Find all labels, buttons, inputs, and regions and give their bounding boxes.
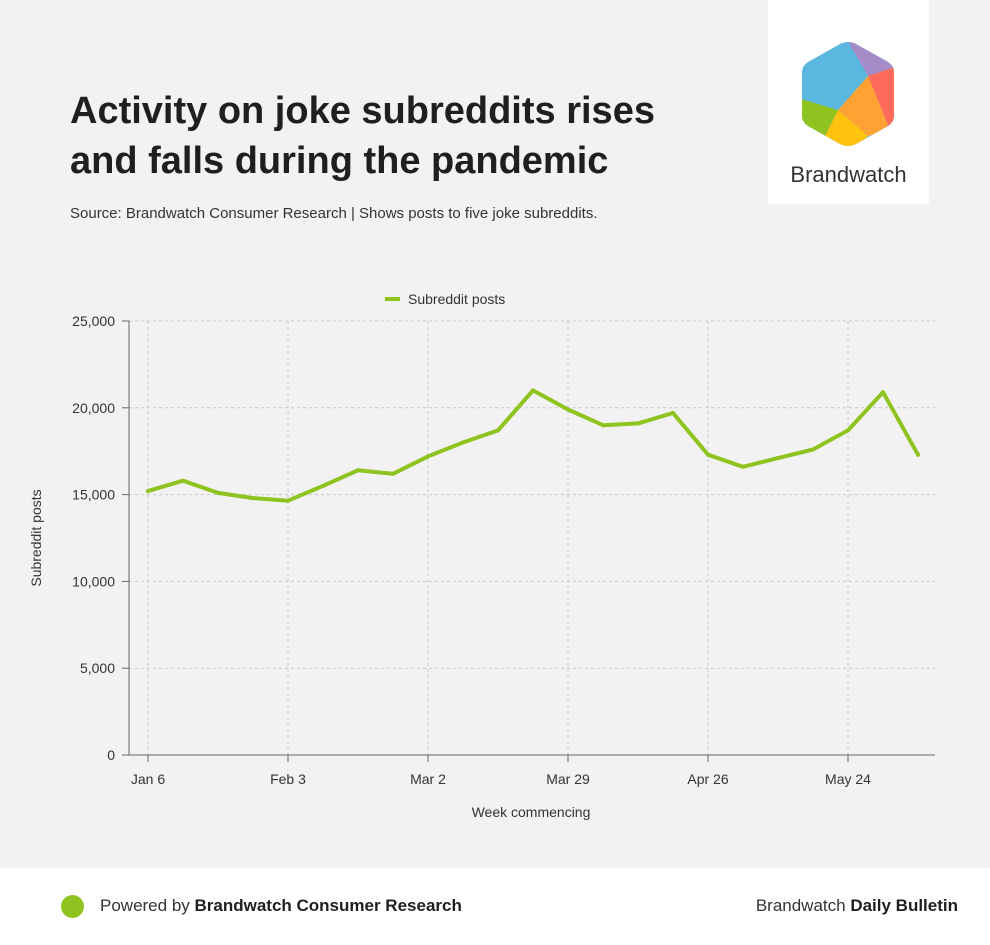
data-point (671, 411, 675, 415)
data-point (461, 440, 465, 445)
data-point (601, 423, 605, 428)
x-tick-label: Apr 26 (687, 771, 728, 787)
x-tick-label: Feb 3 (270, 771, 306, 787)
data-point (146, 489, 150, 494)
y-tick-label: 25,000 (72, 313, 115, 329)
brandwatch-logo-card: Brandwatch (768, 0, 929, 204)
y-axis-label: Subreddit posts (28, 489, 44, 586)
footer-powered-prefix: Powered by (100, 896, 195, 915)
brandwatch-logo-text: Brandwatch (790, 162, 907, 187)
data-point (216, 490, 220, 495)
data-point (286, 498, 290, 503)
data-point (251, 496, 255, 501)
data-point (916, 452, 920, 457)
y-tick-label: 15,000 (72, 487, 115, 503)
data-point (321, 483, 325, 488)
y-tick-label: 20,000 (72, 400, 115, 416)
x-tick-label: Jan 6 (131, 771, 165, 787)
chart-title: Activity on joke subreddits rises and fa… (70, 90, 655, 182)
footer-powered-brand: Brandwatch Consumer Research (194, 896, 462, 915)
data-point (391, 471, 395, 476)
data-point (566, 407, 570, 412)
footer-powered-by: Powered by Brandwatch Consumer Research (100, 896, 462, 916)
footer: Powered by Brandwatch Consumer Research … (0, 868, 990, 945)
chart-subtitle: Source: Brandwatch Consumer Research | S… (70, 205, 598, 222)
data-point (881, 390, 885, 395)
footer-bulletin: Brandwatch Daily Bulletin (756, 896, 958, 916)
x-tick-label: Mar 29 (546, 771, 590, 787)
footer-bulletin-prefix: Brandwatch (755, 896, 851, 915)
data-point (776, 456, 780, 461)
legend-label: Subreddit posts (408, 291, 505, 307)
y-tick-label: 5,000 (80, 660, 115, 676)
data-point (706, 452, 710, 457)
x-tick-label: Mar 2 (410, 771, 446, 787)
series-line-subreddit-posts (146, 388, 920, 503)
line-chart: 0 5,000 10,000 15,000 20,000 25,000 Jan 6 Feb 3… (28, 291, 935, 820)
data-point (846, 428, 850, 433)
footer-green-dot-icon (61, 895, 84, 918)
footer-bulletin-name: Daily Bulletin (850, 896, 958, 915)
data-point (356, 468, 360, 473)
data-point (811, 447, 815, 452)
data-point (531, 388, 535, 393)
data-point (496, 428, 500, 433)
y-tick-label: 10,000 (72, 573, 115, 589)
y-tick-label: 0 (107, 747, 115, 763)
brandwatch-hexagon-icon (802, 42, 894, 146)
x-tick-label: May 24 (825, 771, 871, 787)
data-point (741, 464, 745, 469)
data-point (426, 454, 430, 459)
x-axis-label: Week commencing (472, 804, 591, 820)
data-point (181, 478, 185, 483)
data-point (636, 421, 640, 426)
